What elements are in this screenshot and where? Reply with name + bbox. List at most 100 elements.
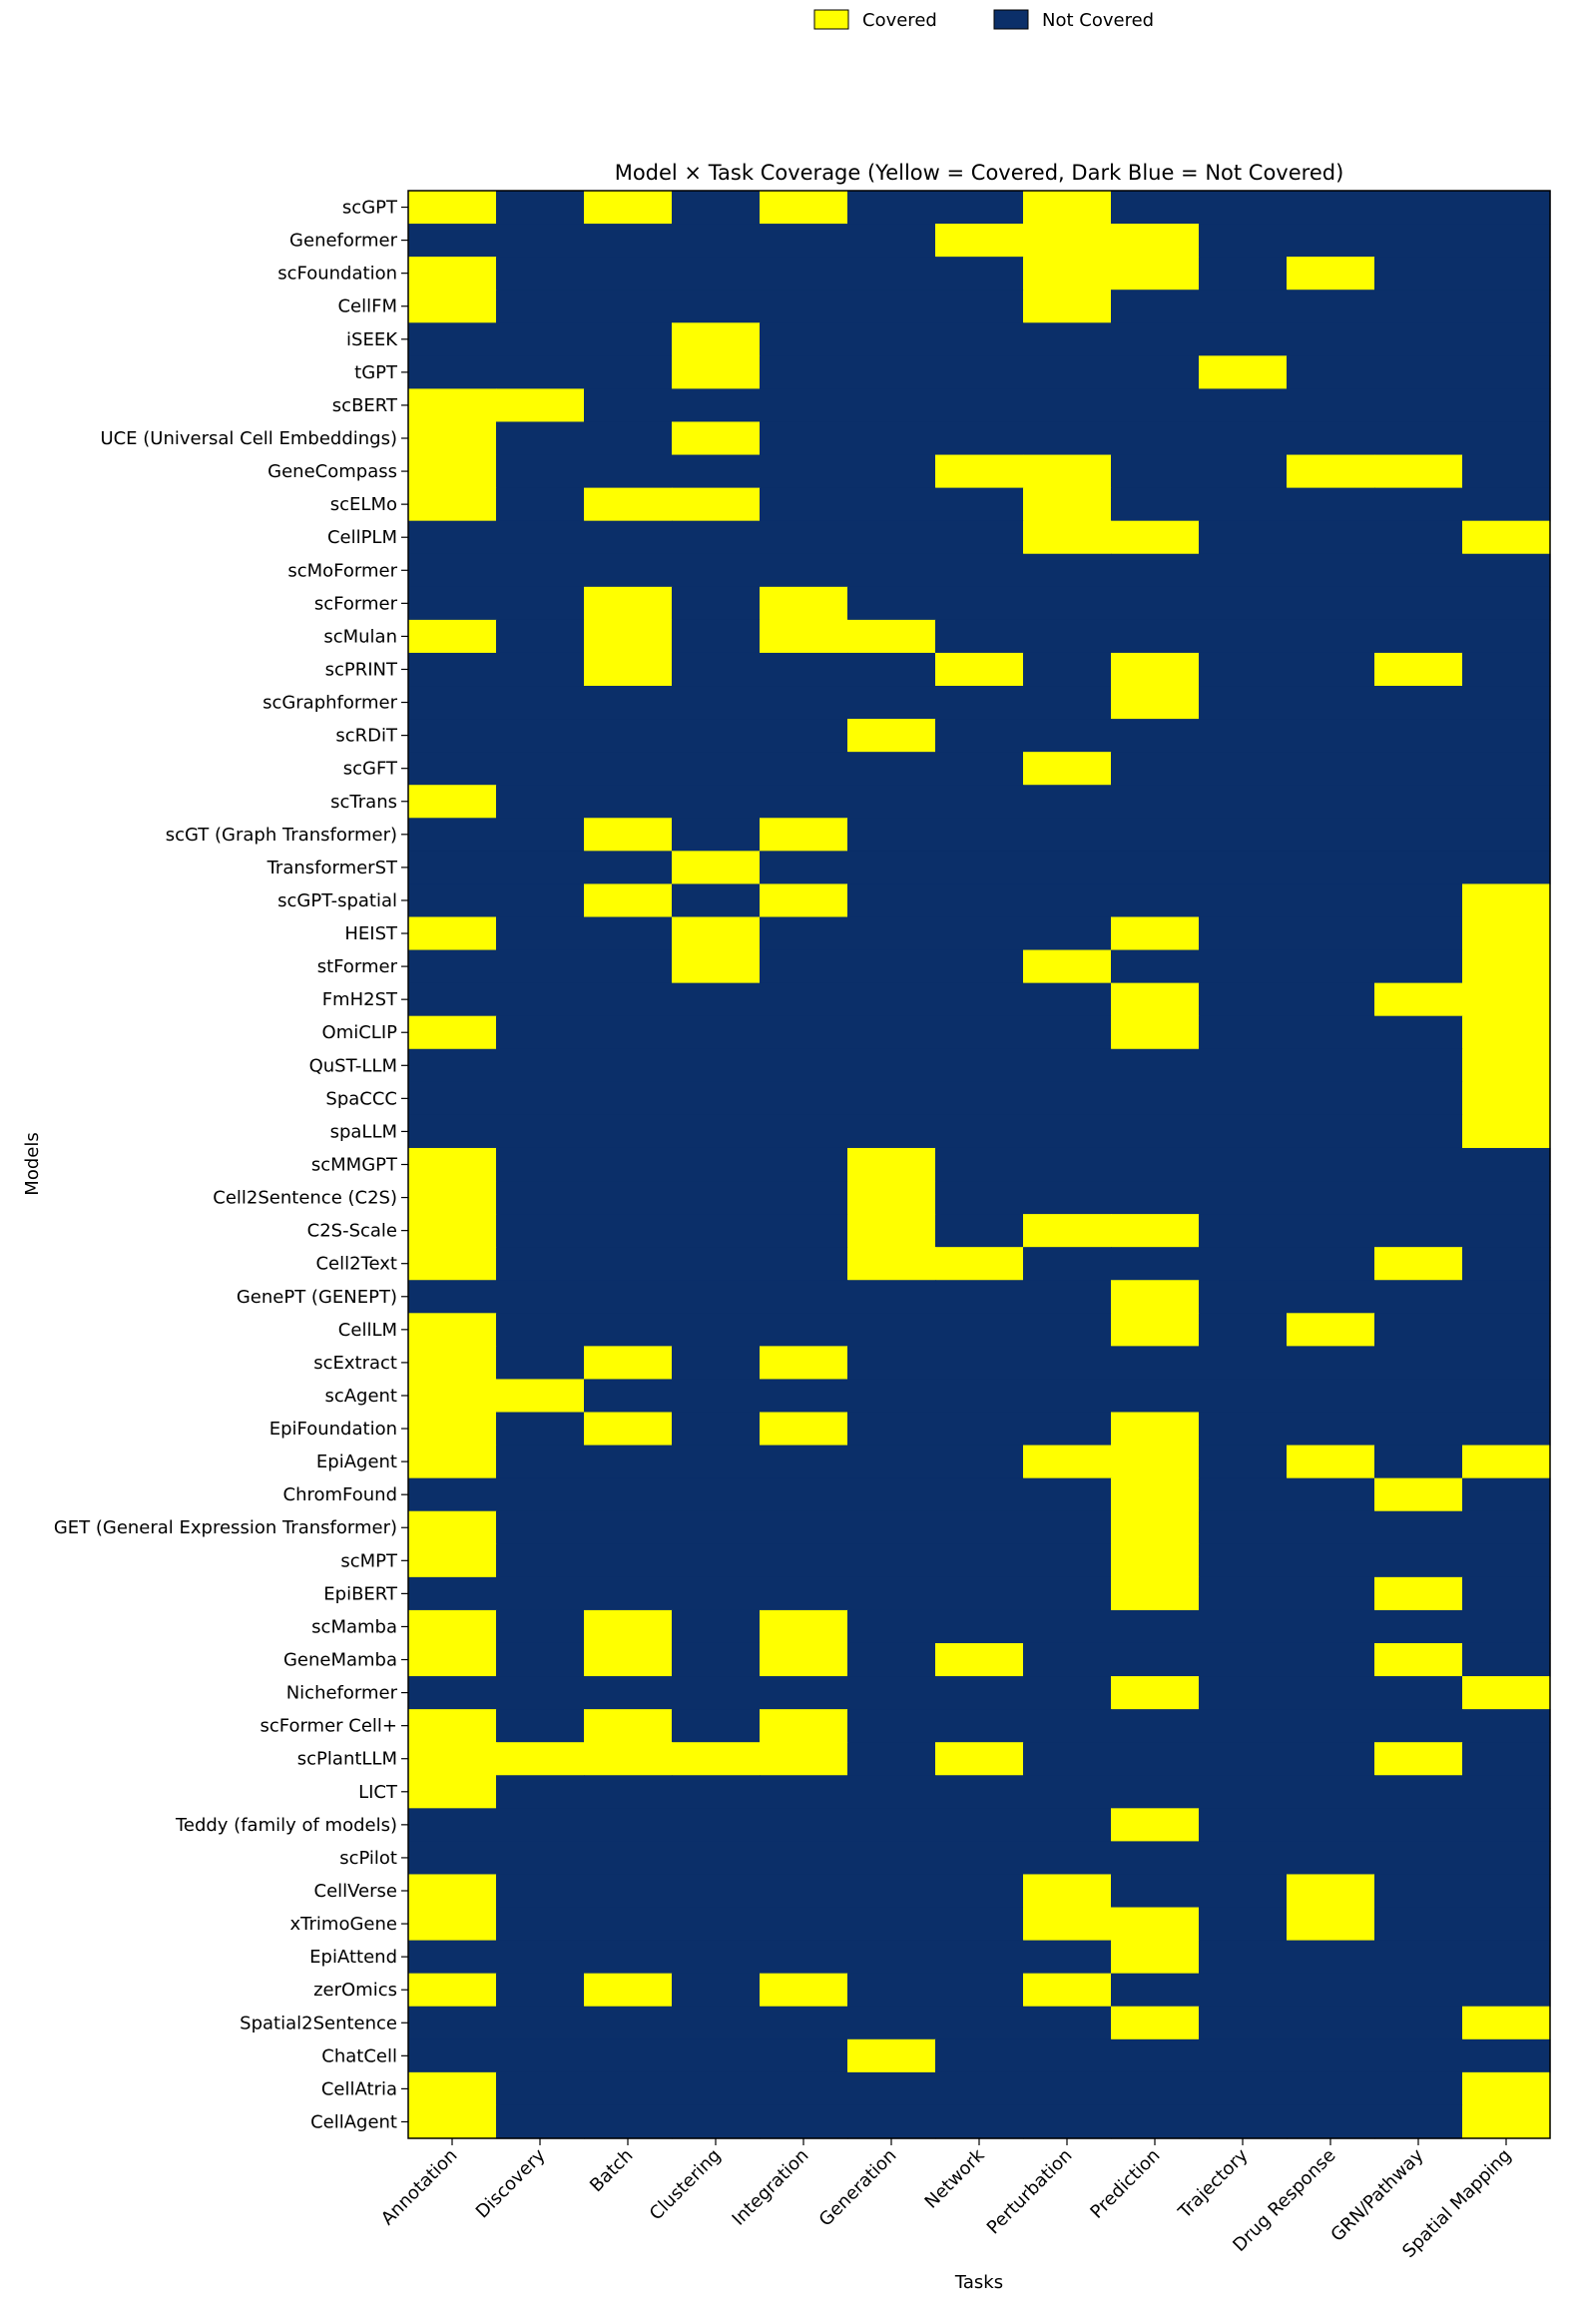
heatmap-cell bbox=[1462, 586, 1551, 621]
heatmap-cell bbox=[496, 1445, 585, 1479]
heatmap-cell bbox=[672, 686, 761, 720]
heatmap-cell bbox=[1462, 1114, 1551, 1149]
heatmap-cell bbox=[1111, 1709, 1200, 1743]
heatmap-cell bbox=[672, 1808, 761, 1842]
y-tick-label: GET (General Expression Transformer) bbox=[54, 1517, 397, 1538]
heatmap-cell bbox=[1111, 388, 1200, 423]
heatmap-cell bbox=[496, 1114, 585, 1149]
legend: Covered Not Covered bbox=[813, 9, 1154, 31]
y-tick-label: CellPLM bbox=[327, 527, 397, 548]
heatmap-cell bbox=[584, 290, 673, 323]
y-tick-label: scPRINT bbox=[325, 659, 398, 680]
heatmap-cell bbox=[1287, 355, 1375, 390]
y-tick-label: UCE (Universal Cell Embeddings) bbox=[100, 428, 397, 449]
heatmap-cell bbox=[408, 1445, 497, 1479]
y-tick-label: scGFT bbox=[343, 759, 398, 780]
heatmap-cell bbox=[496, 982, 585, 1017]
heatmap-cell bbox=[672, 1510, 761, 1545]
y-tick-label: scMoFormer bbox=[287, 560, 397, 581]
heatmap-cell bbox=[935, 2006, 1024, 2040]
y-tick-label: scTrans bbox=[330, 792, 397, 813]
heatmap-cell bbox=[1023, 1973, 1112, 2008]
heatmap-cell bbox=[408, 2006, 497, 2040]
heatmap-cell bbox=[496, 2006, 585, 2040]
heatmap-cell bbox=[672, 1280, 761, 1314]
heatmap-cell bbox=[847, 1181, 936, 1215]
heatmap-cell bbox=[935, 619, 1024, 654]
heatmap-cell bbox=[1199, 1379, 1288, 1414]
heatmap-cell bbox=[1023, 1214, 1112, 1248]
y-tick-label: spaLLM bbox=[330, 1121, 397, 1142]
heatmap-cell bbox=[1111, 1940, 1200, 1975]
heatmap-cell bbox=[1199, 553, 1288, 588]
heatmap-cell bbox=[1199, 1642, 1288, 1677]
heatmap-cell bbox=[672, 487, 761, 522]
heatmap-cell bbox=[1462, 2104, 1551, 2139]
heatmap-cell bbox=[1374, 719, 1463, 753]
y-tick-label: scFoundation bbox=[277, 264, 397, 285]
heatmap-cell bbox=[935, 686, 1024, 720]
heatmap-cell bbox=[1374, 1445, 1463, 1479]
heatmap-cell bbox=[496, 355, 585, 390]
heatmap-cell bbox=[1374, 916, 1463, 951]
heatmap-cell bbox=[1287, 1015, 1375, 1050]
heatmap-cell bbox=[1287, 1477, 1375, 1512]
heatmap-cell bbox=[584, 1477, 673, 1512]
heatmap-cell bbox=[672, 1477, 761, 1512]
heatmap-cell bbox=[496, 1676, 585, 1710]
y-axis-label: Models bbox=[22, 1132, 43, 1195]
heatmap-cell bbox=[935, 421, 1024, 456]
heatmap-cell bbox=[847, 191, 936, 225]
heatmap-cell bbox=[1287, 851, 1375, 885]
heatmap-cell bbox=[1374, 1742, 1463, 1776]
heatmap-cell bbox=[672, 818, 761, 852]
heatmap-cell bbox=[935, 1874, 1024, 1909]
heatmap-cell bbox=[584, 487, 673, 522]
y-tick-label: scRDiT bbox=[335, 726, 398, 747]
heatmap-cell bbox=[584, 553, 673, 588]
heatmap-cell bbox=[584, 851, 673, 885]
heatmap-cell bbox=[496, 851, 585, 885]
heatmap-cell bbox=[1287, 686, 1375, 720]
heatmap-cell bbox=[847, 586, 936, 621]
heatmap-cell bbox=[1462, 1543, 1551, 1578]
heatmap-cell bbox=[1462, 1709, 1551, 1743]
heatmap-cell bbox=[496, 619, 585, 654]
heatmap-cell bbox=[1111, 1280, 1200, 1314]
heatmap-cell bbox=[1374, 520, 1463, 555]
heatmap-cell bbox=[760, 224, 848, 258]
heatmap-cell bbox=[1023, 1543, 1112, 1578]
y-tick-label: OmiCLIP bbox=[322, 1022, 398, 1043]
heatmap-cell bbox=[1374, 1576, 1463, 1611]
heatmap-cell bbox=[1374, 421, 1463, 456]
y-tick-label: CellAgent bbox=[310, 2111, 397, 2132]
heatmap-cell bbox=[935, 487, 1024, 522]
heatmap-cell bbox=[408, 586, 497, 621]
heatmap-cell bbox=[1462, 454, 1551, 489]
heatmap-cell bbox=[1023, 1808, 1112, 1842]
heatmap-cell bbox=[1462, 1973, 1551, 2008]
heatmap-cell bbox=[584, 982, 673, 1017]
heatmap-cell bbox=[1287, 322, 1375, 356]
heatmap-cell bbox=[760, 1973, 848, 2008]
heatmap-cell bbox=[496, 1147, 585, 1182]
heatmap-cell bbox=[1287, 1808, 1375, 1842]
heatmap-cell bbox=[496, 224, 585, 258]
heatmap-cell bbox=[496, 1907, 585, 1942]
heatmap-cell bbox=[847, 851, 936, 885]
heatmap-cell bbox=[847, 1412, 936, 1447]
heatmap-cell bbox=[760, 1313, 848, 1347]
heatmap-cell bbox=[1287, 1609, 1375, 1644]
heatmap-cell bbox=[496, 257, 585, 290]
heatmap-cell bbox=[935, 2104, 1024, 2139]
heatmap-cell bbox=[1023, 2071, 1112, 2106]
heatmap-cell bbox=[847, 883, 936, 918]
heatmap-cell bbox=[1111, 1081, 1200, 1116]
heatmap-cell bbox=[760, 1642, 848, 1677]
heatmap-cell bbox=[1023, 1907, 1112, 1942]
heatmap-cell bbox=[584, 1313, 673, 1347]
y-tick-label: scGPT bbox=[342, 198, 398, 219]
heatmap-cell bbox=[1287, 1973, 1375, 2008]
heatmap-cell bbox=[760, 1379, 848, 1414]
heatmap-cell bbox=[935, 1742, 1024, 1776]
